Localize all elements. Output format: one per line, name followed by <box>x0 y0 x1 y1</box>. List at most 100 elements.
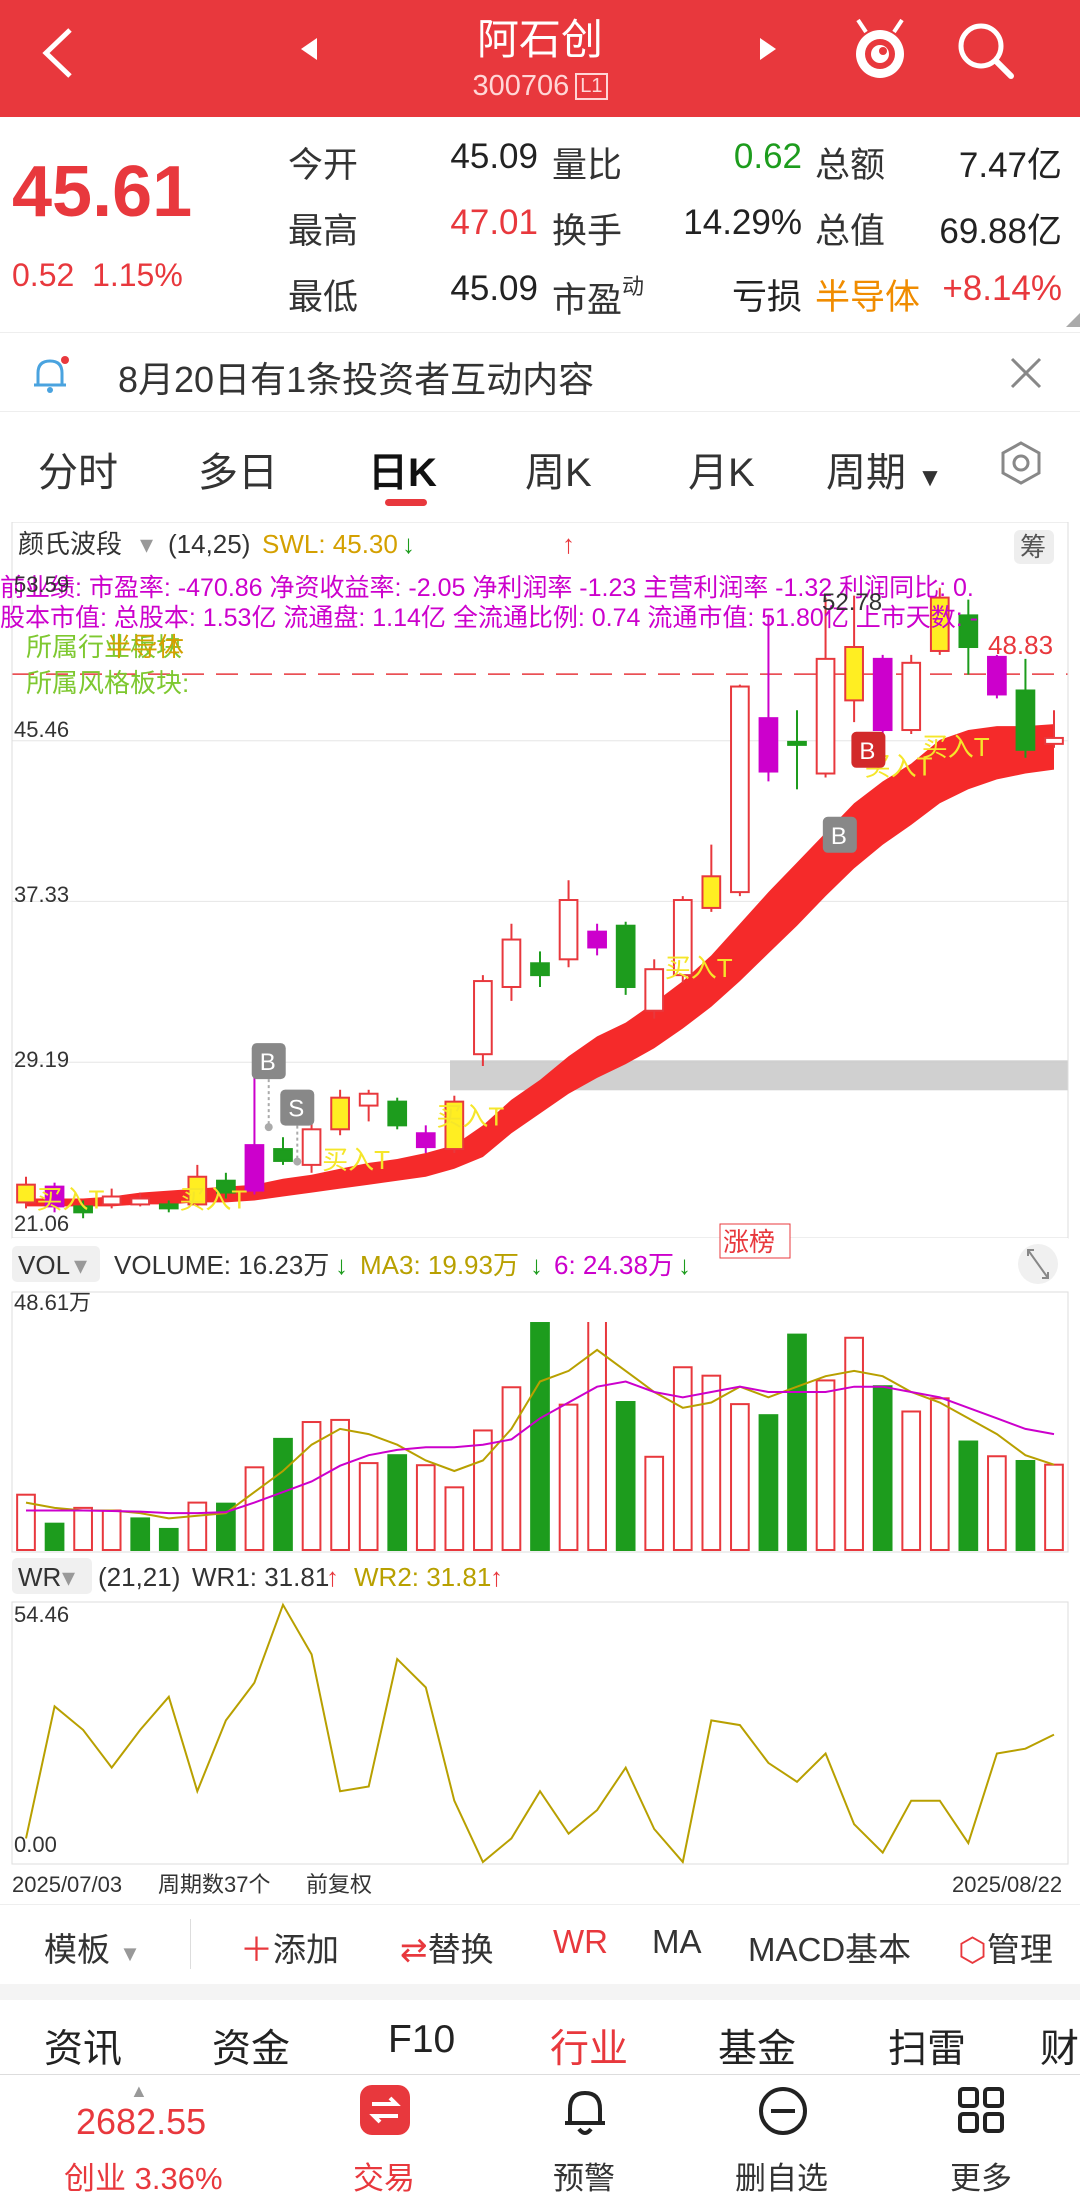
candle <box>158 1203 179 1210</box>
chip-button-label: 筹 <box>1020 532 1046 562</box>
kline-chart-area[interactable]: 买入T 买入T 买入T 买入T 买入T 买入T 买入T B S B B 颜氏波段 ▾ (14,25)… <box>0 521 1080 1902</box>
candle <box>73 1205 93 1214</box>
tab-period-dropdown[interactable]: 周期 ▼ <box>826 440 943 498</box>
corner-fold-icon <box>1066 313 1080 327</box>
buy-signal-label: 买入T <box>922 732 990 762</box>
pe-dynamic-mark: 动 <box>622 274 645 299</box>
volume-bar <box>929 1397 950 1552</box>
volume-bar <box>872 1385 893 1552</box>
wr1-value: WR1: 31.81 <box>192 1562 329 1592</box>
ma-toggle[interactable]: MA <box>652 1923 702 1960</box>
close-icon[interactable] <box>1008 355 1044 391</box>
volume-bar <box>701 1374 722 1551</box>
tab-fund-flow[interactable]: 资金 <box>212 2028 291 2071</box>
buy-marker-label: B <box>260 1049 276 1076</box>
wr-selector <box>12 1558 92 1594</box>
index-up-arrow-icon: ▲ <box>130 2081 148 2101</box>
open-label: 今开 <box>288 146 359 185</box>
tab-funds[interactable]: 基金 <box>718 2028 797 2071</box>
sector-change[interactable]: +8.14% <box>942 269 1062 308</box>
manage-button[interactable]: ⬡管理 <box>958 1923 1053 1971</box>
tab-industry[interactable]: 行业 <box>550 2028 629 2071</box>
template-dropdown[interactable]: 模板 ▼ <box>44 1923 141 1971</box>
y-label-top: 53.59 <box>14 572 69 597</box>
chart-settings-icon[interactable] <box>998 440 1044 486</box>
candle <box>330 1096 350 1131</box>
grid-lines <box>12 673 1068 1091</box>
tab-multiday[interactable]: 多日 <box>198 451 278 495</box>
trade-icon[interactable] <box>360 2085 410 2135</box>
alert-bell-icon[interactable] <box>560 2085 610 2139</box>
sell-marker <box>280 1089 315 1126</box>
buy-marker <box>251 1043 286 1080</box>
tab-weekly-k[interactable]: 周K <box>525 451 592 495</box>
more-grid-icon[interactable] <box>956 2085 1006 2135</box>
tab-intraday[interactable]: 分时 <box>38 451 118 495</box>
notice-bar[interactable]: 8月20日有1条投资者互动内容 <box>0 332 1080 412</box>
pe-label-text: 市盈 <box>552 281 623 320</box>
swl-value: SWL: 45.30 <box>262 529 398 559</box>
volume-bar <box>444 1486 465 1552</box>
volume-bar <box>672 1366 693 1552</box>
nav-alert[interactable]: 预警 <box>553 2161 615 2196</box>
volume-bar <box>244 1466 265 1552</box>
candle <box>901 661 922 732</box>
remove-watchlist-icon[interactable] <box>757 2085 809 2137</box>
up-arrow-marker: ↑ <box>562 529 575 559</box>
wr-toggle[interactable]: WR <box>553 1923 608 1960</box>
add-button[interactable]: ＋添加 <box>240 1923 339 1971</box>
candle <box>730 685 750 894</box>
add-label: 添加 <box>273 1931 339 1968</box>
style-label: 所属风格板块: <box>26 668 189 698</box>
tab-news[interactable]: 资讯 <box>44 2028 123 2071</box>
macd-toggle[interactable]: MACD基本 <box>748 1931 912 1968</box>
volume-bars <box>16 1310 1064 1552</box>
candle <box>358 1092 379 1107</box>
back-icon[interactable] <box>28 18 88 88</box>
wr-ymax: 54.46 <box>14 1602 69 1627</box>
nav-more[interactable]: 更多 <box>950 2161 1012 2196</box>
info-tabs: 资讯 资金 F10 行业 基金 扫雷 财 <box>0 2000 1080 2074</box>
buy-signal-label: 买入T <box>37 1184 105 1214</box>
low-label: 最低 <box>288 278 359 317</box>
stock-code-text: 300706 <box>472 70 570 102</box>
indicator-toolbar: 模板 ▼ ＋添加 ⇄替换 WR MA MACD基本 ⬡管理 <box>0 1904 1080 1984</box>
tab-daily-k[interactable]: 日K <box>368 451 437 495</box>
volume-bar <box>1015 1459 1036 1552</box>
candle <box>415 1132 436 1149</box>
market-cap-value: 69.88亿 <box>939 212 1062 251</box>
high-value: 47.01 <box>450 203 538 242</box>
stock-code: 300706 L1 <box>0 70 1080 103</box>
finance-info-line: 前业绩: 市盈率: -470.86 净资收益率: -2.05 净利润率 -1.2… <box>0 574 974 602</box>
prev-stock-icon[interactable] <box>295 34 325 64</box>
wr-ymin: 0.00 <box>14 1832 57 1857</box>
search-icon[interactable] <box>955 20 1017 82</box>
replace-button[interactable]: ⇄替换 <box>400 1923 494 1971</box>
level-badge: L1 <box>575 73 608 100</box>
nav-trade[interactable]: 交易 <box>353 2161 415 2196</box>
tab-finance[interactable]: 财 <box>1040 2028 1080 2071</box>
tab-monthly-k[interactable]: 月K <box>688 451 755 495</box>
next-stock-icon[interactable] <box>752 34 782 64</box>
candle <box>1015 689 1036 751</box>
index-value[interactable]: 2682.55 <box>76 2101 207 2142</box>
sector-name[interactable]: 半导体 <box>815 278 921 317</box>
tab-f10[interactable]: F10 <box>388 2018 456 2061</box>
mascot-icon[interactable] <box>850 16 910 82</box>
industry-label: 所属行业板块 <box>26 632 182 662</box>
volume-bar <box>130 1517 151 1551</box>
candle <box>16 1183 36 1204</box>
toolbar-divider <box>190 1919 191 1969</box>
volume-arrow: ↓ <box>335 1250 348 1280</box>
volume-bar <box>530 1322 550 1551</box>
tab-risk-scan[interactable]: 扫雷 <box>888 2028 967 2071</box>
market-cap-label: 总值 <box>815 212 886 251</box>
candle <box>615 924 636 988</box>
candle <box>644 968 665 1012</box>
indicator-name: 颜氏波段 <box>18 529 122 559</box>
nav-remove-watchlist[interactable]: 删自选 <box>735 2161 828 2196</box>
index-change[interactable]: 创业 3.36% <box>64 2161 223 2196</box>
candle <box>758 717 779 773</box>
volume-bar <box>73 1506 93 1552</box>
